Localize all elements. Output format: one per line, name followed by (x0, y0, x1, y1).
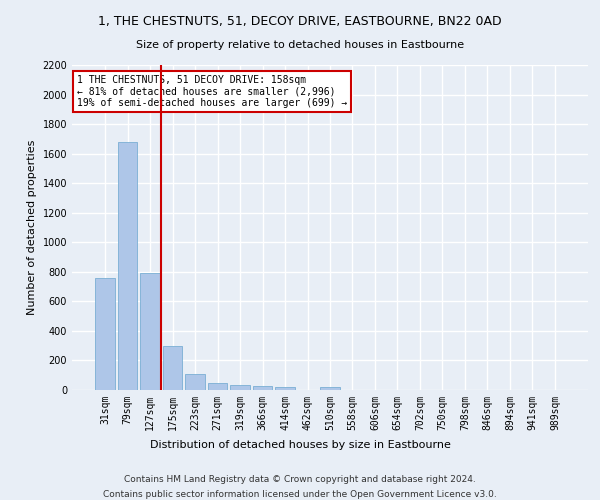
Y-axis label: Number of detached properties: Number of detached properties (27, 140, 37, 315)
Bar (230, 386, 250, 390)
Text: Size of property relative to detached houses in Eastbourne: Size of property relative to detached ho… (136, 40, 464, 50)
Text: Contains HM Land Registry data © Crown copyright and database right 2024.: Contains HM Land Registry data © Crown c… (124, 475, 476, 484)
Text: Distribution of detached houses by size in Eastbourne: Distribution of detached houses by size … (149, 440, 451, 450)
Bar (185, 374, 205, 390)
Bar (253, 386, 272, 390)
Bar (118, 142, 137, 390)
Bar (163, 346, 182, 390)
Bar (208, 384, 227, 390)
Text: 1, THE CHESTNUTS, 51, DECOY DRIVE, EASTBOURNE, BN22 0AD: 1, THE CHESTNUTS, 51, DECOY DRIVE, EASTB… (98, 15, 502, 28)
Text: Contains public sector information licensed under the Open Government Licence v3: Contains public sector information licen… (103, 490, 497, 499)
Text: 1 THE CHESTNUTS, 51 DECOY DRIVE: 158sqm
← 81% of detached houses are smaller (2,: 1 THE CHESTNUTS, 51 DECOY DRIVE: 158sqm … (77, 74, 347, 108)
Bar (95, 278, 115, 390)
Bar (140, 274, 160, 390)
Bar (320, 387, 340, 390)
Bar (275, 387, 295, 390)
